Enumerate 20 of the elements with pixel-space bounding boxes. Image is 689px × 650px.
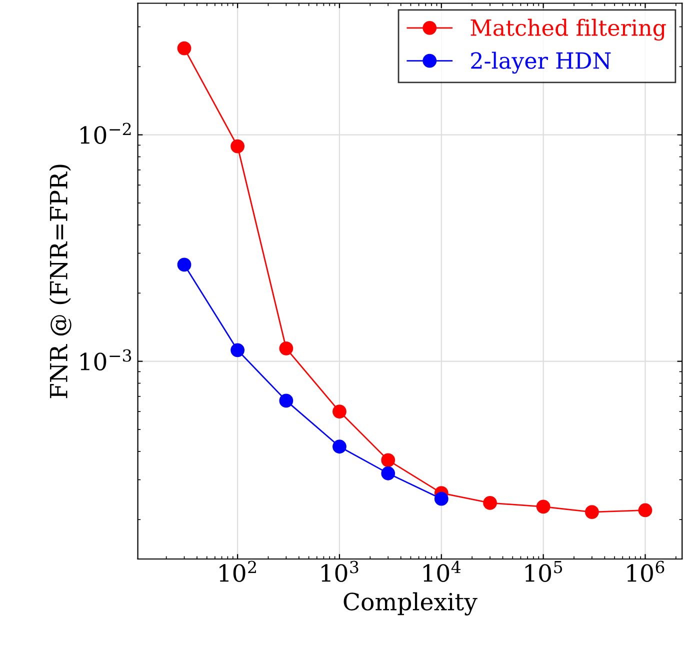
y-tick-label: 10$^{−3}$ — [80, 349, 132, 370]
legend-label: 2-layer HDN — [471, 52, 611, 74]
x-tick-label: 10$^{2}$ — [220, 560, 256, 582]
legend-label: Matched filtering — [470, 18, 666, 41]
point — [434, 492, 448, 506]
point — [638, 503, 652, 518]
y-axis-title: FNR @ (FNR=FPR) — [49, 164, 72, 398]
point — [381, 453, 396, 468]
x-tick-label: 10$^{4}$ — [424, 560, 461, 582]
x-tick-label: 10$^{5}$ — [525, 561, 562, 582]
point — [177, 258, 192, 272]
x-axis-title: Complexity — [344, 592, 478, 616]
y-tick-label: 10$^{−2}$ — [80, 122, 131, 144]
x-tick-label: 10$^{6}$ — [627, 560, 664, 582]
point — [536, 500, 550, 514]
point — [381, 466, 396, 480]
x-tick-label: 10$^{3}$ — [322, 560, 358, 582]
point — [279, 394, 294, 408]
point — [279, 341, 294, 356]
point — [177, 41, 192, 56]
